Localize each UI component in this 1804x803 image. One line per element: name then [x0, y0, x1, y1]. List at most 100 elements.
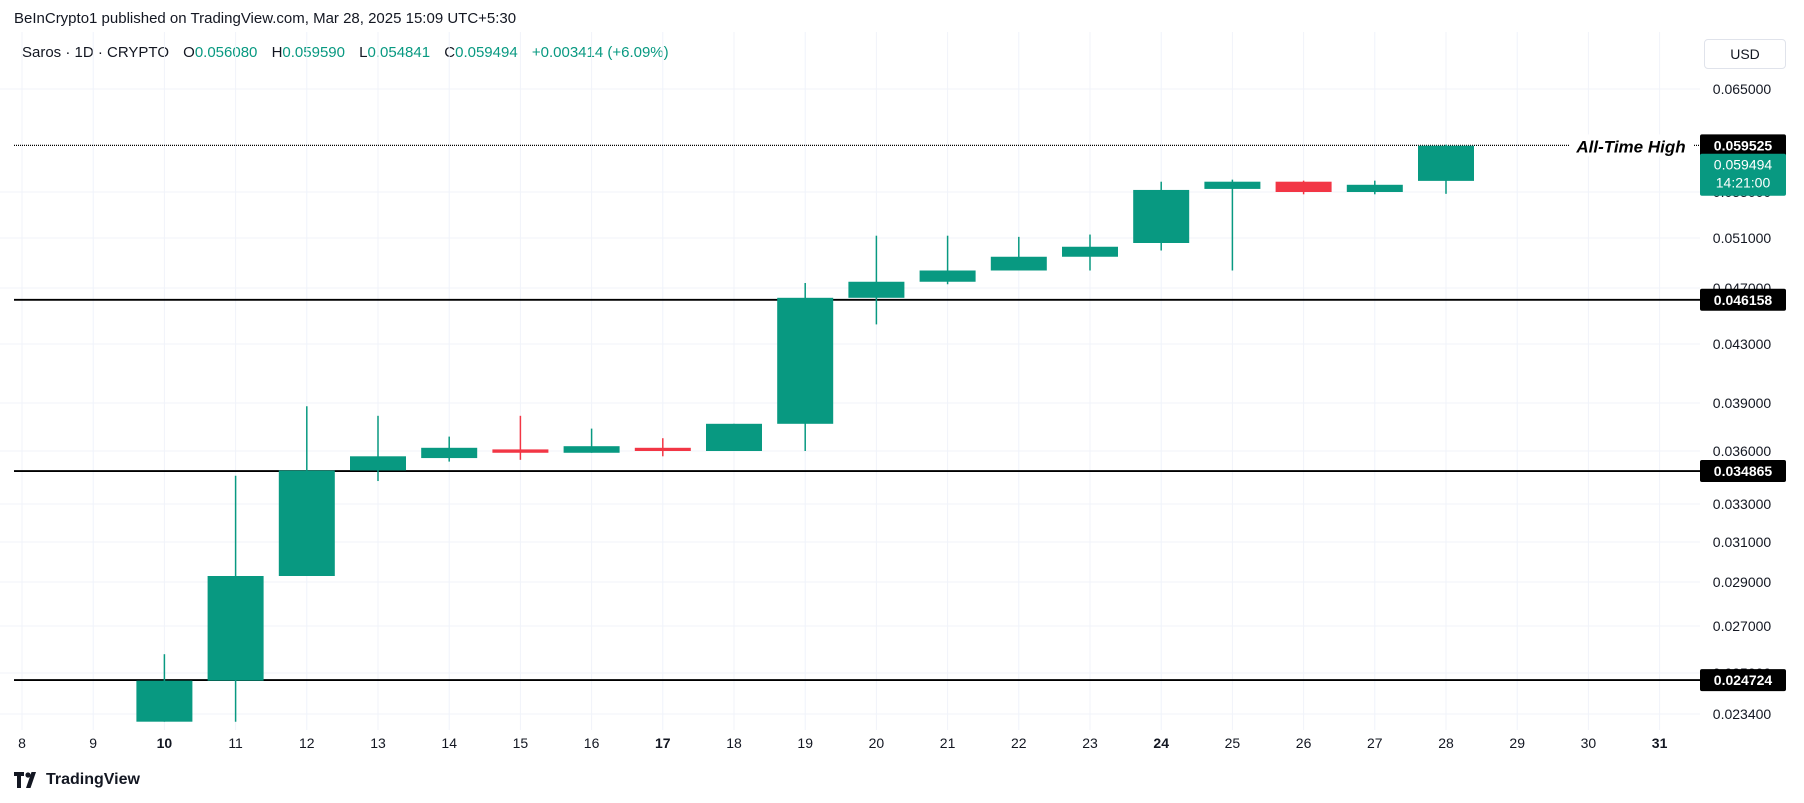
price-marker-label: 0.024724: [1714, 672, 1773, 688]
attribution-text: BeInCrypto1 published on TradingView.com…: [14, 10, 517, 27]
x-tick-label: 24: [1153, 735, 1169, 751]
candle: [1346, 180, 1403, 195]
candle-body: [1133, 189, 1190, 243]
candle: [848, 235, 905, 325]
candle-body: [777, 297, 834, 424]
candle: [1204, 179, 1261, 271]
currency-button[interactable]: USD: [1704, 39, 1786, 69]
x-tick-label: 30: [1581, 735, 1597, 751]
candle-body: [1275, 181, 1332, 192]
open-label: O: [183, 44, 195, 61]
x-tick-label: 15: [513, 735, 529, 751]
candle: [1418, 144, 1474, 194]
x-tick-label: 10: [157, 735, 173, 751]
x-tick-label: 22: [1011, 735, 1027, 751]
y-tick-label: 0.039000: [1713, 395, 1772, 411]
low-value: 0.054841: [367, 44, 431, 61]
candle: [563, 428, 620, 453]
candle-body: [1204, 181, 1261, 189]
high-label: H: [271, 44, 283, 61]
price-marker-box: [1700, 134, 1786, 157]
countdown-label: 14:21:00: [1716, 175, 1771, 191]
price-marker-box: [1700, 288, 1786, 311]
x-tick-label: 13: [370, 735, 386, 751]
x-tick-label: 11: [228, 735, 243, 751]
candle-body: [278, 470, 335, 576]
tradingview-brand[interactable]: TradingView: [14, 771, 140, 789]
horizontal-lines: All-Time High: [14, 134, 1700, 681]
candle: [990, 236, 1047, 271]
x-tick-label: 9: [89, 735, 97, 751]
y-tick-label: 0.043000: [1713, 336, 1772, 352]
candle: [919, 235, 976, 285]
y-tick-label: 0.023400: [1713, 706, 1772, 722]
last-price-box: [1700, 153, 1786, 196]
candle-body: [492, 449, 549, 453]
candle-body: [990, 256, 1047, 271]
x-tick-label: 27: [1367, 735, 1383, 751]
x-tick-label: 8: [18, 735, 26, 751]
x-tick-label: 23: [1082, 735, 1098, 751]
candle-body: [919, 270, 976, 282]
candle: [777, 283, 834, 451]
x-tick-label: 18: [726, 735, 742, 751]
y-tick-label: 0.027000: [1713, 618, 1772, 634]
open-value: 0.056080: [194, 44, 258, 61]
symbol-legend: Saros · 1D · CRYPTO O0.056080 H0.059590 …: [22, 44, 669, 61]
y-tick-label: 0.029000: [1713, 574, 1772, 590]
price-marker-label: 0.059525: [1714, 137, 1773, 153]
candle: [634, 438, 691, 457]
candle: [706, 423, 762, 451]
change-value: +0.003414 (+6.09%): [531, 44, 669, 61]
annotation-label: All-Time High: [1575, 137, 1685, 156]
candle-body: [563, 446, 620, 453]
candle-body: [350, 456, 406, 471]
y-tick-label: 0.065000: [1713, 81, 1772, 97]
time-axis: 8 9 10 11 12 13 14 15 16 17 18 19 20 21 22 23 24 25 26 27 28…: [18, 735, 1667, 751]
candle: [350, 415, 406, 482]
candles: [136, 144, 1474, 722]
candle-body: [1418, 145, 1474, 181]
tradingview-logo-icon: [14, 772, 36, 788]
x-tick-label: 12: [299, 735, 315, 751]
candle-body: [848, 281, 905, 298]
candle-body: [1346, 184, 1403, 192]
annotation-background: [1570, 134, 1694, 157]
close-value: 0.059494: [455, 44, 518, 61]
candle-body: [634, 447, 691, 451]
candle: [207, 475, 264, 722]
x-tick-label: 20: [869, 735, 885, 751]
x-tick-label: 17: [655, 735, 671, 751]
symbol-name: Saros · 1D · CRYPTO: [22, 44, 169, 61]
candle: [1062, 234, 1118, 271]
y-tick-label: 0.051000: [1713, 230, 1772, 246]
x-tick-label: 31: [1652, 735, 1668, 751]
candle: [492, 415, 549, 460]
tradingview-name: TradingView: [46, 771, 140, 788]
candle: [1133, 181, 1190, 251]
low-label: L: [359, 44, 368, 61]
candle-body: [207, 576, 264, 681]
last-price-label: 0.059494: [1714, 157, 1773, 173]
candle-body: [421, 447, 478, 459]
candle-body: [706, 423, 762, 451]
candle: [1275, 180, 1332, 195]
x-tick-label: 14: [441, 735, 457, 751]
y-tick-label: 0.031000: [1713, 534, 1772, 550]
x-tick-label: 19: [797, 735, 813, 751]
price-markers: 0.059525 0.046158 0.034865 0.024724 0.059494…: [1700, 134, 1786, 692]
candle: [136, 654, 193, 722]
price-marker-label: 0.046158: [1714, 292, 1773, 308]
x-tick-label: 28: [1438, 735, 1454, 751]
x-tick-label: 29: [1509, 735, 1525, 751]
x-tick-label: 21: [940, 735, 956, 751]
x-tick-label: 25: [1225, 735, 1241, 751]
candle: [421, 436, 478, 462]
x-tick-label: 26: [1296, 735, 1312, 751]
y-tick-label: 0.033000: [1713, 496, 1772, 512]
candle-body: [136, 680, 193, 722]
x-tick-label: 16: [584, 735, 600, 751]
price-marker-box: [1700, 460, 1786, 483]
candle-body: [1062, 246, 1118, 257]
